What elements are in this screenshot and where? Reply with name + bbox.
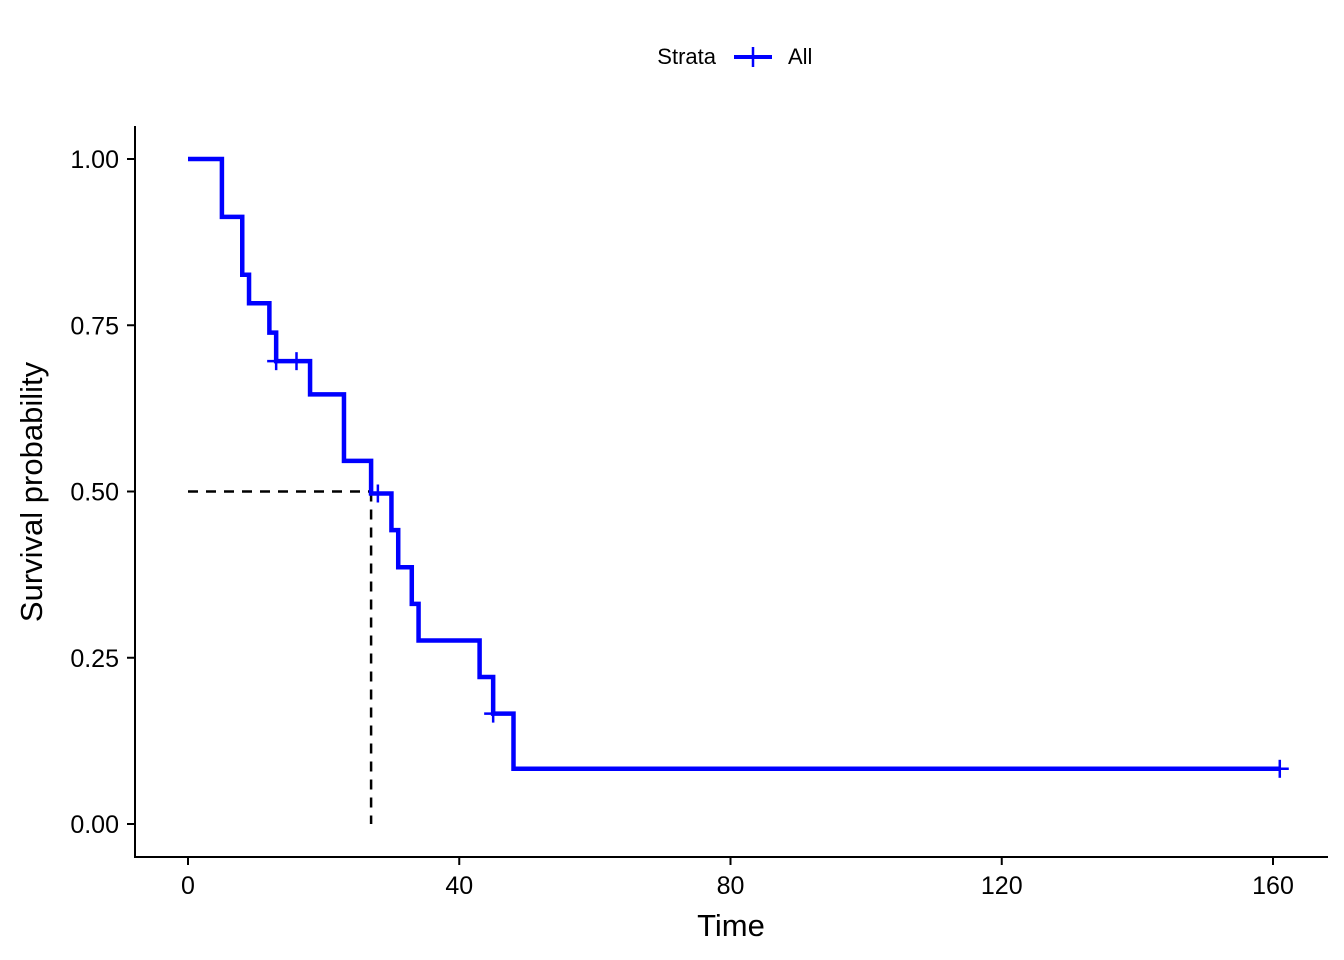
survival-curve-all: [188, 156, 1280, 772]
y-axis-title: Survival probability: [14, 361, 49, 622]
median-survival-lines: [188, 490, 373, 824]
legend-title: Strata: [657, 44, 716, 69]
censor-mark: [1270, 759, 1289, 778]
y-tick-label: 0.00: [70, 811, 119, 839]
censor-mark: [267, 352, 286, 371]
y-tick-label: 0.25: [70, 645, 119, 673]
survival-curves: [188, 156, 1280, 772]
censor-mark: [484, 704, 503, 723]
legend-entry-all: All: [788, 44, 812, 69]
y-tick-label: 1.00: [70, 146, 119, 174]
x-tick-label: 120: [981, 872, 1023, 900]
y-axis-ticks: 0.00 0.25 0.50 0.75 1.00: [70, 146, 135, 839]
legend-key-all: [734, 47, 772, 67]
y-tick-label: 0.75: [70, 312, 119, 340]
legend: Strata All: [657, 44, 812, 69]
x-tick-label: 160: [1252, 872, 1294, 900]
x-tick-label: 40: [445, 872, 473, 900]
censor-mark: [368, 484, 387, 503]
x-axis-title: Time: [697, 908, 765, 943]
x-tick-label: 0: [181, 872, 195, 900]
x-axis-ticks: 0 40 80 120 160: [181, 857, 1294, 900]
x-tick-label: 80: [717, 872, 745, 900]
censor-marks: [267, 352, 1289, 778]
censor-mark: [287, 352, 306, 371]
y-tick-label: 0.50: [70, 479, 119, 507]
